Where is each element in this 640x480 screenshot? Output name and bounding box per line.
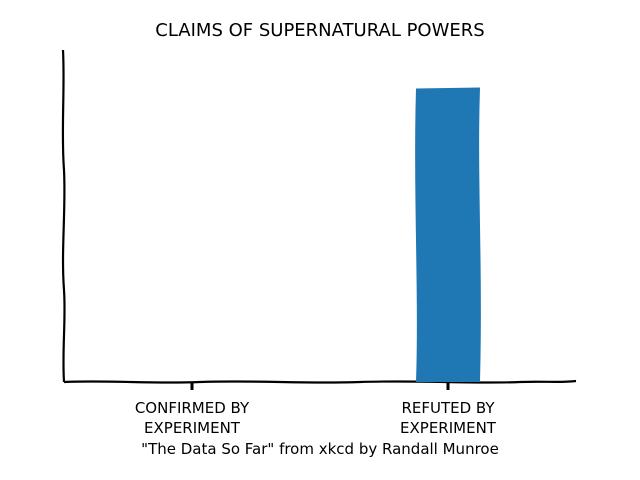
bar	[415, 87, 481, 383]
y-axis	[61, 49, 66, 383]
x-tick-label: REFUTED BY EXPERIMENT	[400, 399, 496, 437]
chart-title: CLAIMS OF SUPERNATURAL POWERS	[155, 20, 485, 41]
x-tick-label: CONFIRMED BY EXPERIMENT	[134, 399, 250, 437]
x-axis	[63, 379, 577, 384]
caption: "The Data So Far" from xkcd by Randall M…	[141, 440, 499, 458]
